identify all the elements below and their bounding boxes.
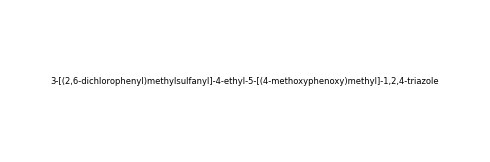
Text: 3-[(2,6-dichlorophenyl)methylsulfanyl]-4-ethyl-5-[(4-methoxyphenoxy)methyl]-1,2,: 3-[(2,6-dichlorophenyl)methylsulfanyl]-4… <box>50 76 440 86</box>
